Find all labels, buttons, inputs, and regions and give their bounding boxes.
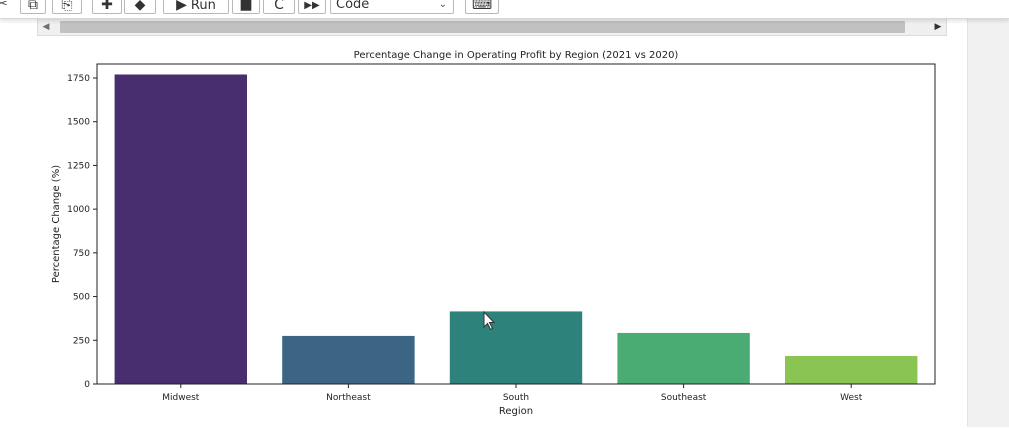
fast-forward-icon[interactable]: ▶▶: [298, 0, 326, 14]
notebook-toolbar: ✂ ⧉ ⎘ ✚ ◆ ▶ Run ■ C ▶▶ Code ⌄ ⌨: [0, 0, 1009, 19]
bar-chart: Percentage Change in Operating Profit by…: [51, 50, 936, 417]
scroll-right-icon[interactable]: ▶: [934, 22, 942, 32]
x-tick-label: South: [503, 393, 529, 403]
x-tick-label: West: [840, 393, 863, 403]
cell-type-value: Code: [336, 0, 370, 12]
bar-northeast: [282, 335, 415, 384]
y-axis: 0 250 500 750 1000 1250 1500 1750: [67, 74, 97, 390]
y-tick-label: 750: [73, 249, 90, 259]
x-axis-label: Region: [499, 406, 533, 417]
stop-icon[interactable]: ■: [232, 0, 260, 14]
y-axis-label: Percentage Change (%): [51, 165, 62, 283]
chevron-down-icon: ⌄: [438, 0, 447, 10]
x-tick-label: Northeast: [326, 393, 371, 403]
bar-midwest: [114, 74, 248, 384]
bar-southeast: [617, 332, 750, 384]
paste-icon[interactable]: ⎘: [52, 0, 82, 14]
bar-south: [449, 311, 583, 384]
bars-group: [114, 74, 918, 384]
plot-frame: [96, 63, 936, 385]
y-tick-label: 1500: [67, 118, 90, 128]
y-tick-label: 1750: [67, 74, 90, 84]
horizontal-scrollbar[interactable]: ◀ ▶: [37, 18, 947, 36]
x-axis: Midwest Northeast South Southeast West: [162, 384, 863, 403]
scroll-left-icon[interactable]: ◀: [42, 22, 50, 32]
run-label: Run: [190, 0, 216, 13]
restart-icon[interactable]: C: [263, 0, 295, 14]
scissors-icon[interactable]: ✂: [0, 0, 10, 14]
right-gutter: [967, 0, 1009, 427]
keyboard-icon[interactable]: ⌨: [465, 0, 499, 14]
chart-title: Percentage Change in Operating Profit by…: [354, 50, 679, 61]
mouse-cursor-icon: [483, 310, 496, 331]
cell-type-select[interactable]: Code ⌄: [330, 0, 454, 14]
x-tick-label: Southeast: [661, 393, 707, 403]
chart-output: Percentage Change in Operating Profit by…: [0, 40, 967, 427]
move-up-icon[interactable]: ✚: [92, 0, 122, 14]
x-tick-label: Midwest: [162, 393, 200, 403]
y-tick-label: 1250: [67, 161, 90, 171]
y-tick-label: 1000: [67, 205, 90, 215]
y-tick-label: 250: [73, 336, 90, 346]
run-button[interactable]: ▶ Run: [163, 0, 229, 14]
copy-icon[interactable]: ⧉: [20, 0, 46, 14]
bar-west: [784, 356, 918, 384]
move-down-icon[interactable]: ◆: [124, 0, 156, 14]
y-tick-label: 500: [73, 293, 90, 303]
scrollbar-thumb[interactable]: [60, 21, 905, 33]
y-tick-label: 0: [84, 380, 90, 390]
run-icon: ▶: [176, 0, 187, 13]
